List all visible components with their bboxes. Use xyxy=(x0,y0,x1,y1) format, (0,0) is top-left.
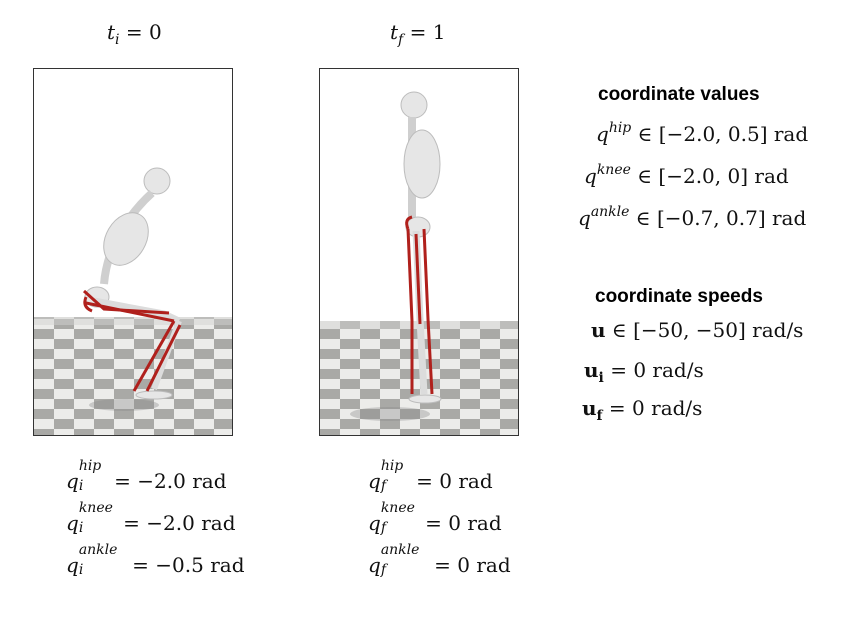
final-time-label: tf = 1 xyxy=(390,20,446,48)
coordinate-range-knee: qknee ∈ [−2.0, 0] rad xyxy=(584,162,789,188)
final-skeleton-render xyxy=(320,91,518,435)
initial-value-knee: q knee i = −2.0 rad xyxy=(66,500,236,536)
coordinate-speed-i: ui = 0 rad/s xyxy=(584,358,704,386)
shadow xyxy=(350,407,430,421)
initial-pose-panel xyxy=(33,68,233,436)
coordinate-values-heading: coordinate values xyxy=(598,84,760,105)
final-value-ankle: q ankle f = 0 rad xyxy=(368,542,511,578)
floor xyxy=(34,317,232,435)
coordinate-speed-range: u ∈ [−50, −50] rad/s xyxy=(591,318,804,342)
initial-time-label: ti = 0 xyxy=(107,20,162,48)
coordinate-speed-f: uf = 0 rad/s xyxy=(582,396,703,424)
coordinate-range-hip: qhip ∈ [−2.0, 0.5] rad xyxy=(596,120,809,146)
final-pose-panel xyxy=(319,68,519,436)
initial-skeleton-render xyxy=(34,167,232,435)
initial-value-ankle: q ankle i = −0.5 rad xyxy=(66,542,245,578)
initial-value-hip: q hip i = −2.0 rad xyxy=(66,458,227,494)
shadow xyxy=(89,399,159,411)
muscles xyxy=(405,215,434,395)
muscles xyxy=(82,289,182,392)
coordinate-speeds-heading: coordinate speeds xyxy=(595,286,763,307)
coordinate-range-ankle: qankle ∈ [−0.7, 0.7] rad xyxy=(578,204,807,230)
final-value-hip: q hip f = 0 rad xyxy=(368,458,493,494)
final-value-knee: q knee f = 0 rad xyxy=(368,500,502,536)
